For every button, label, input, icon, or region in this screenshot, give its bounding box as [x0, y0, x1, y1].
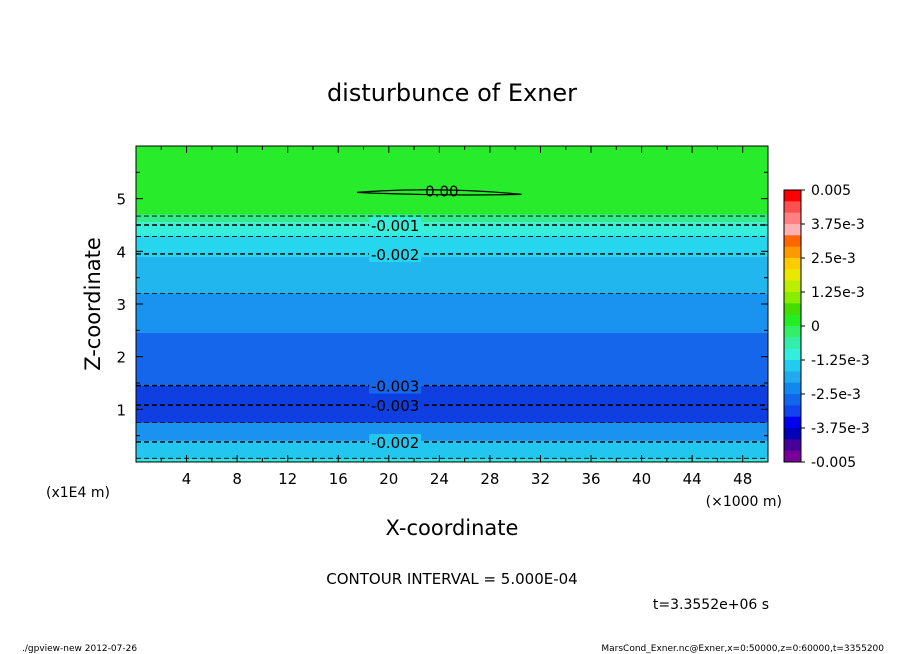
- contour-label-bg-3: [369, 245, 422, 262]
- colorbar-segment-20: [784, 416, 801, 429]
- colorbar-segment-9: [784, 292, 801, 304]
- color-bands: [136, 146, 768, 462]
- contour-label-bg-8: [369, 433, 422, 450]
- band-5: [136, 293, 768, 333]
- contour-label-bg-6: [369, 397, 422, 414]
- footer-left: ./gpview-new 2012-07-26: [22, 644, 137, 654]
- colorbar-segment-8: [784, 280, 801, 293]
- y-unit-label: (x1E4 m): [46, 485, 110, 501]
- x-tick-label: 20: [379, 470, 398, 488]
- x-tick-label: 44: [683, 470, 702, 488]
- footer-right: MarsCond_Exner.nc@Exner,x=0:50000,z=0:60…: [601, 644, 884, 654]
- band-8: [136, 422, 768, 441]
- colorbar-label: 3.75e-3: [811, 217, 865, 233]
- colorbar-segment-0: [784, 190, 801, 202]
- contour-label-6: -0.003: [371, 397, 419, 415]
- y-tick-label: 4: [116, 243, 126, 261]
- x-tick-label: 8: [232, 470, 242, 488]
- colorbar-segment-7: [784, 269, 801, 282]
- band-10: [136, 459, 768, 462]
- chart-title: disturbunce of Exner: [327, 79, 577, 107]
- contour-label-bg-5: [369, 377, 422, 394]
- y-tick-label: 1: [116, 401, 126, 419]
- colorbar-segment-22: [784, 439, 801, 452]
- y-tick-label: 2: [116, 349, 126, 367]
- y-tick-label: 5: [116, 191, 126, 209]
- zero-contour-line: [357, 189, 522, 196]
- colorbar-segment-19: [784, 405, 801, 418]
- zero-contour: 0.00: [357, 182, 522, 200]
- contour-interval-text: CONTOUR INTERVAL = 5.000E-04: [326, 570, 577, 588]
- x-tick-label: 12: [278, 470, 297, 488]
- colorbar-label: 0: [811, 319, 820, 335]
- colorbar: 0.005 3.75e-3 2.5e-3 1.25e-3 0 -1.25e-3 -2.5e-…: [783, 183, 870, 471]
- colorbar-segment-13: [784, 337, 801, 350]
- contour-label-5: -0.003: [371, 378, 419, 396]
- band-0: [136, 146, 768, 215]
- colorbar-segment-10: [784, 303, 801, 316]
- x-axis-label: X-coordinate: [386, 516, 519, 540]
- x-tick-label: 32: [531, 470, 550, 488]
- x-tick-label: 36: [581, 470, 600, 488]
- colorbar-segment-1: [784, 201, 801, 214]
- x-unit-label: (×1000 m): [706, 494, 782, 510]
- contour-label-1: -0.001: [371, 217, 419, 235]
- x-tick-label: 16: [329, 470, 348, 488]
- time-text: t=3.3552e+06 s: [653, 597, 769, 613]
- band-1: [136, 214, 768, 223]
- colorbar-segment-14: [784, 348, 801, 361]
- colorbar-segment-16: [784, 371, 801, 384]
- colorbar-segment-21: [784, 428, 801, 440]
- contour-label-3: -0.002: [371, 246, 419, 264]
- colorbar-segment-15: [784, 360, 801, 372]
- x-tick-label: 48: [733, 470, 752, 488]
- colorbar-segment-23: [784, 450, 801, 463]
- colorbar-segment-3: [784, 224, 801, 236]
- colorbar-segment-4: [784, 235, 801, 248]
- y-tick-label: 3: [116, 296, 126, 314]
- contour-lines: -0.001 -0.002 -0.003-0.003 -0.002: [136, 215, 768, 459]
- x-tick-label: 24: [430, 470, 449, 488]
- colorbar-label: 2.5e-3: [811, 251, 856, 267]
- x-tick-label: 28: [480, 470, 499, 488]
- colorbar-segment-5: [784, 246, 801, 259]
- colorbar-segment-11: [784, 314, 801, 327]
- y-axis-ticks: 1 2 3 4 5: [116, 171, 768, 437]
- colorbar-label: -2.5e-3: [811, 387, 861, 403]
- band-7: [136, 385, 768, 423]
- band-9: [136, 440, 768, 460]
- colorbar-segment-12: [784, 326, 801, 338]
- contour-plot-area: -0.001-0.002-0.003-0.003-0.002 0.00 4 8 12…: [116, 145, 769, 488]
- colorbar-label: 1.25e-3: [811, 285, 865, 301]
- zero-contour-label: 0.00: [425, 182, 458, 200]
- band-3: [136, 235, 768, 257]
- y-axis-label: Z-coordinate: [81, 237, 105, 371]
- band-4: [136, 256, 768, 294]
- colorbar-label: -1.25e-3: [811, 353, 870, 369]
- colorbar-segment-2: [784, 212, 801, 225]
- colorbar-label: -0.005: [811, 455, 856, 471]
- colorbar-label: -3.75e-3: [811, 421, 870, 437]
- colorbar-segment-6: [784, 258, 801, 270]
- contour-label-bg-1: [369, 217, 422, 233]
- contour-label-8: -0.002: [371, 434, 419, 452]
- x-tick-label: 40: [632, 470, 651, 488]
- x-tick-label: 4: [182, 470, 192, 488]
- band-6: [136, 332, 768, 386]
- colorbar-segment-18: [784, 394, 801, 406]
- colorbar-segment-17: [784, 382, 801, 395]
- x-axis-ticks: 4 8 12 16 20 24 28 32 36 40 44 48: [160, 146, 752, 488]
- colorbar-label: 0.005: [811, 183, 851, 199]
